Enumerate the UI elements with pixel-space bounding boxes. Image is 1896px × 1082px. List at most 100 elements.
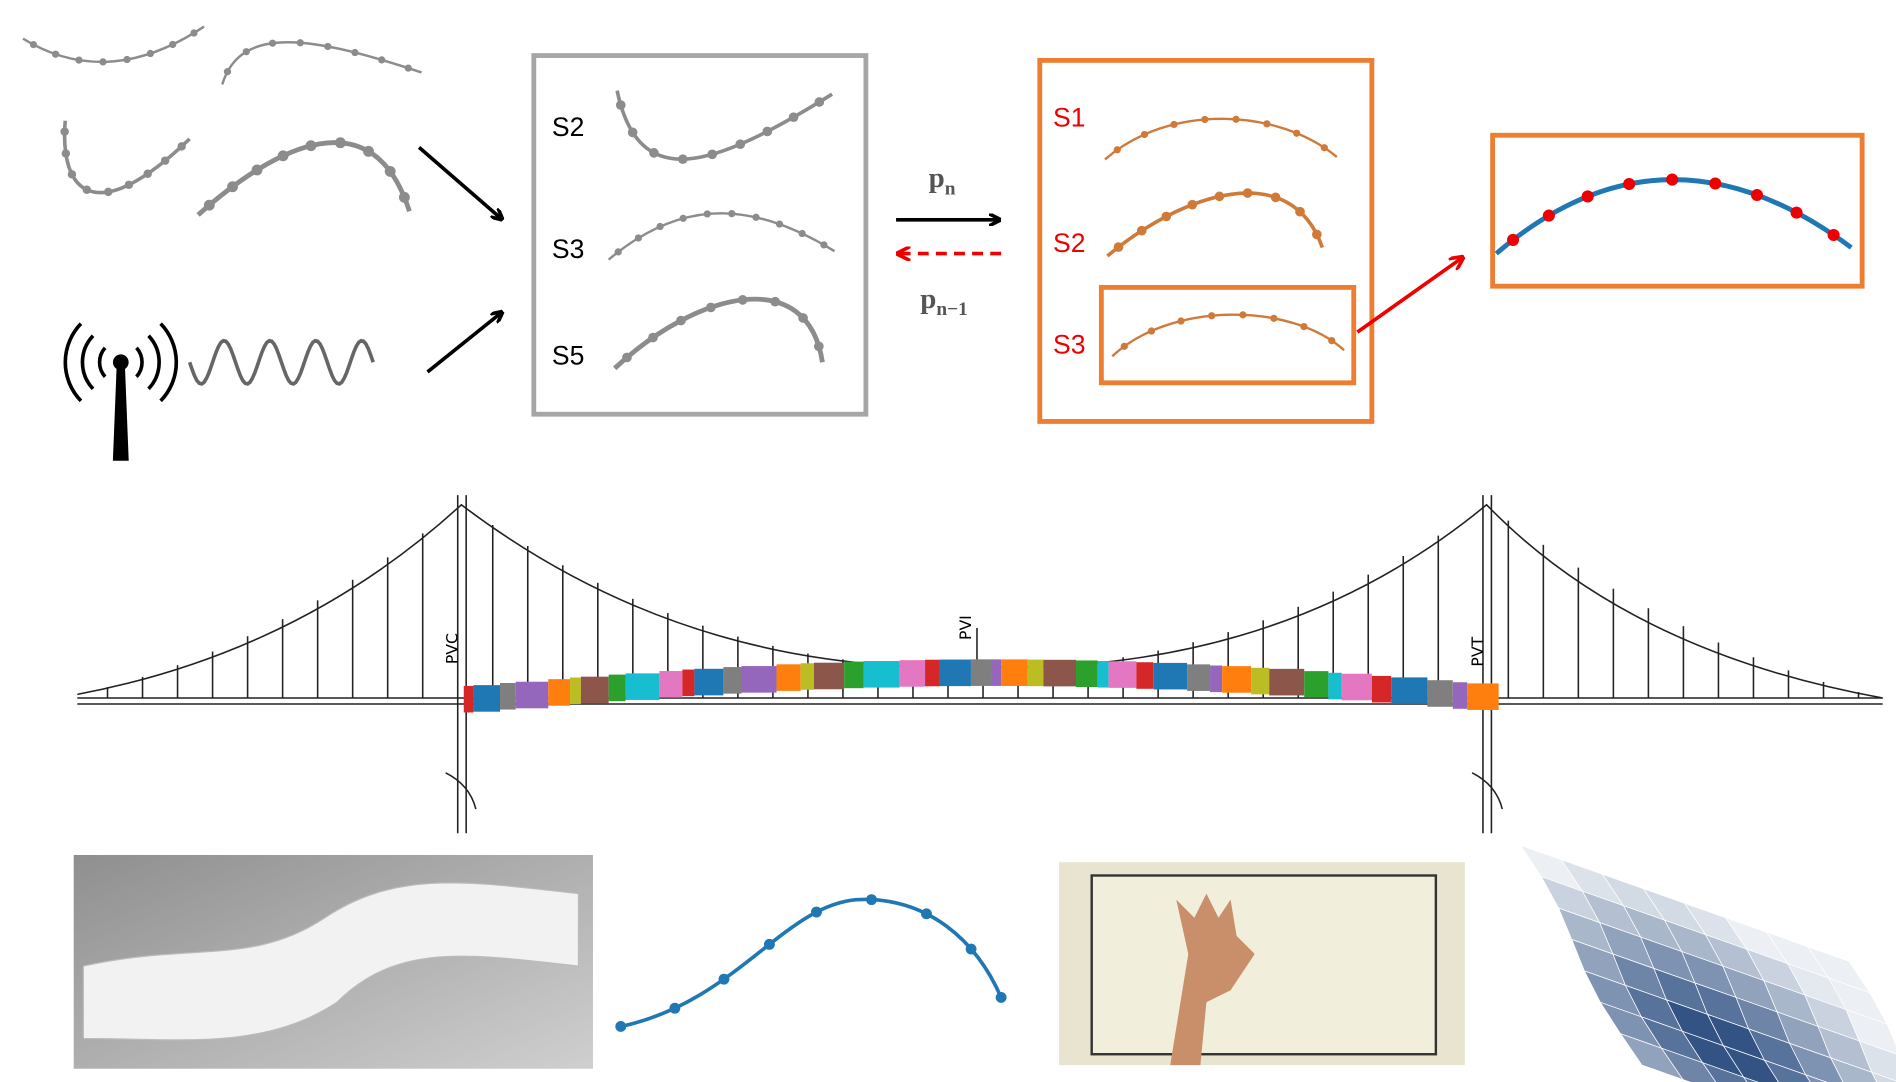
dot [190,29,198,37]
dot [1312,229,1322,240]
label: pn [929,162,956,199]
arrow [417,145,501,218]
dot [1239,311,1247,319]
label: PVI [956,615,975,640]
dot [1623,177,1636,191]
dot [1113,242,1124,252]
dot [656,222,664,231]
dot [921,908,932,920]
sensor-strip [463,659,1499,713]
dot [124,180,134,190]
curve [613,296,825,371]
dot [718,973,730,985]
dot [242,48,250,56]
dot [61,149,71,158]
segment [970,659,992,686]
dot [1263,120,1271,128]
cell [1701,1061,1748,1082]
segment [1371,675,1392,703]
dot [728,210,736,218]
dot [615,100,626,110]
dot [1300,322,1308,331]
label: S2 [552,112,584,142]
cell [1871,1071,1896,1082]
segment [463,685,474,713]
segment [925,659,940,687]
dot [75,56,83,64]
dot [99,58,107,66]
dot [770,296,780,307]
segment [1001,659,1028,686]
dot [1790,206,1803,219]
dot [788,112,799,123]
segment [1027,659,1044,687]
dot [60,127,69,136]
segment [1222,666,1252,693]
arrow [426,313,502,374]
dot [296,39,304,47]
dot [634,234,643,242]
cell [1763,1059,1811,1082]
segment [625,673,660,700]
cell [1829,1057,1878,1082]
segment [1341,673,1372,701]
dot [1270,314,1278,322]
dot [143,169,152,178]
dot [677,154,688,164]
dot [1320,144,1328,152]
dot [67,170,77,179]
dot [334,137,346,149]
curve [196,140,412,217]
output-box [1037,57,1375,424]
dot [679,214,687,222]
label: S1 [1053,103,1085,133]
dot [1827,228,1840,242]
segment [939,659,971,687]
dot [752,213,760,221]
dot [649,148,659,158]
pressure-map [1519,844,1896,1082]
dot [615,1021,627,1032]
zoom-box [1490,132,1865,289]
dot [1328,337,1336,345]
dot [811,906,822,918]
segment [499,682,516,710]
dot [351,48,359,57]
dot [1136,225,1147,236]
segment [863,661,900,688]
dot [29,40,38,49]
dot [703,210,711,218]
label: p [920,283,936,315]
segment [570,677,581,705]
dot [820,241,828,249]
segment [991,659,1002,686]
label: S2 [1053,228,1085,258]
dot [1214,191,1225,202]
dot [1581,190,1594,203]
label: n−1 [936,299,967,320]
segment [1251,667,1270,695]
dot [227,181,238,193]
curve [1111,313,1345,358]
dot [1113,146,1121,154]
dot [1709,177,1722,190]
label: S3 [552,234,584,264]
segment [1391,677,1428,704]
segment [1136,662,1154,689]
dot [735,139,746,150]
dot [146,49,154,58]
segment [694,668,724,696]
dot [82,185,92,194]
cell [1722,1045,1779,1082]
segment [1210,665,1223,693]
dot [995,992,1007,1003]
dot [1666,173,1679,186]
dot [1208,312,1216,320]
dot [1507,233,1520,246]
segment [1467,683,1499,710]
dot [1187,199,1198,210]
dot [1177,317,1185,325]
dot [676,315,686,326]
dot [798,313,808,323]
